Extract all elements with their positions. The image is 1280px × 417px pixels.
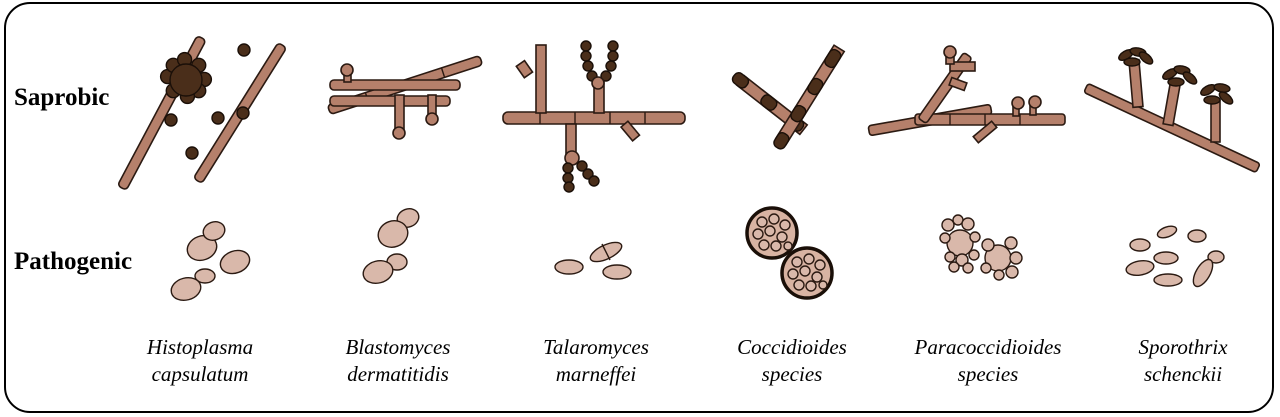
talaromyces-yeast-illustration	[554, 241, 632, 280]
species-genus: Blastomyces	[345, 335, 451, 359]
histoplasma-mold-illustration	[118, 36, 286, 190]
blastomyces-mold-illustration	[327, 55, 483, 140]
species-epithet: species	[761, 362, 823, 386]
species-epithet: marneffei	[555, 362, 637, 386]
species-label-blastomyces: Blastomyces dermatitidis	[308, 334, 488, 388]
species-genus: Sporothrix	[1138, 335, 1228, 359]
talaromyces-mold-illustration	[502, 40, 686, 193]
row-label-pathogenic: Pathogenic	[14, 248, 133, 275]
coccidioides-mold-illustration	[731, 44, 846, 150]
species-label-coccidioides: Coccidioides species	[702, 334, 882, 388]
figure-frame	[4, 2, 1274, 413]
spore-cluster	[1118, 47, 1154, 67]
blastomyces-yeast-illustration	[362, 208, 420, 285]
paracoccidioides-mold-illustration	[867, 45, 1066, 144]
row-label-saprobic: Saprobic	[14, 84, 110, 111]
species-epithet: schenckii	[1143, 362, 1223, 386]
species-genus: Histoplasma	[146, 335, 254, 359]
species-genus: Paracoccidioides	[914, 335, 1062, 359]
species-genus: Coccidioides	[737, 335, 847, 359]
spore-cluster	[1200, 83, 1234, 105]
paracoccidioides-yeast-illustration	[939, 214, 1023, 281]
species-genus: Talaromyces	[543, 335, 649, 359]
sporothrix-yeast-illustration	[1125, 225, 1225, 288]
species-epithet: dermatitidis	[347, 362, 449, 386]
species-label-sporothrix: Sporothrix schenckii	[1093, 334, 1273, 388]
species-label-talaromyces: Talaromyces marneffei	[506, 334, 686, 388]
histoplasma-yeast-illustration	[170, 221, 251, 302]
species-epithet: capsulatum	[151, 362, 249, 386]
sporothrix-mold-illustration	[1083, 47, 1261, 173]
species-label-histoplasma: Histoplasma capsulatum	[110, 334, 290, 388]
species-label-paracoccidioides: Paracoccidioides species	[898, 334, 1078, 388]
species-epithet: species	[957, 362, 1019, 386]
coccidioides-spherule-illustration	[745, 206, 834, 300]
spore-cluster	[1162, 65, 1198, 87]
